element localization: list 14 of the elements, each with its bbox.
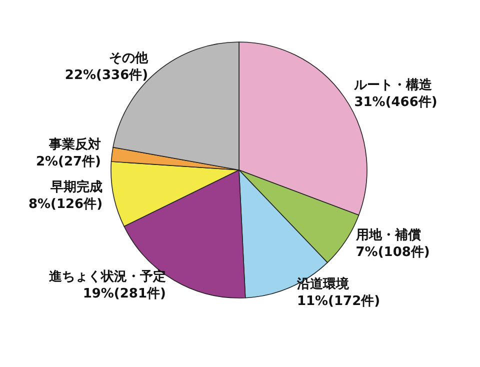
slice-label: ルート・構造	[353, 78, 434, 93]
slice-label: 早期完成	[50, 178, 103, 195]
slice-label: 進ちょく状況・予定	[48, 268, 166, 284]
slice-label: 用地・補償	[354, 226, 421, 243]
slice-label: 事業反対	[48, 136, 101, 153]
slice-label: 沿道環境	[296, 276, 350, 292]
data-label: 22%(336件)	[64, 68, 148, 84]
data-label: 7%(108件)	[356, 244, 430, 260]
data-label: 11%(172件)	[296, 294, 380, 310]
data-label: 8%(126件)	[28, 196, 103, 212]
slice-label: その他	[109, 51, 150, 66]
data-label: 19%(281件)	[82, 286, 166, 302]
data-label: 31%(466件)	[354, 94, 438, 110]
data-label: 2%(27件)	[36, 154, 101, 170]
